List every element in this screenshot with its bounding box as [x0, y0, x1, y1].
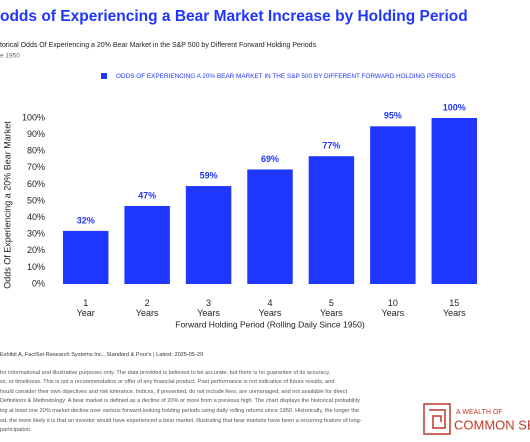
bar [308, 156, 355, 284]
y-tick-label: 10% [27, 262, 45, 272]
subtitle: torical Odds Of Experiencing a 20% Bear … [0, 42, 317, 49]
bar [185, 186, 232, 284]
value-label: 100% [443, 102, 466, 112]
footnote: od, the more likely it is that an invest… [0, 417, 362, 424]
y-tick-label: 40% [27, 212, 45, 222]
bar [62, 230, 109, 284]
footnote: ing at least one 20% market decline over… [0, 408, 360, 414]
x-tick-label: 5 Years [320, 298, 343, 318]
y-tick-label: 80% [27, 146, 45, 156]
bar [370, 126, 416, 284]
x-axis-label: Forward Holding Period (Rolling Daily Si… [175, 319, 365, 329]
y-tick-label: 50% [27, 195, 45, 205]
logo-text: A WEALTH OF [456, 409, 503, 416]
x-tick-label: 1 Year [76, 298, 95, 318]
value-label: 77% [322, 141, 340, 151]
footnote: ss, or timeliness. This is not a recomme… [0, 379, 335, 386]
logo-text: COMMON SEN [454, 417, 530, 432]
legend-label: ODDS OF EXPERIENCING A 20% BEAR MARKET I… [116, 73, 456, 80]
value-label: 32% [77, 215, 95, 225]
x-tick-label: 10 Years [381, 298, 405, 318]
footnote: Exhibit A, FactSet Research Systems Inc.… [0, 352, 204, 358]
value-label: 47% [138, 190, 156, 200]
value-label: 59% [200, 170, 218, 180]
value-label: 69% [261, 154, 279, 164]
y-tick-label: 30% [27, 229, 45, 239]
bar [431, 118, 478, 284]
x-tick-label: 15 Years [442, 298, 466, 318]
x-tick-label: 3 Years [197, 298, 220, 318]
y-axis-label: Odds Of Experiencing a 20% Bear Market [2, 121, 12, 289]
y-tick-label: 60% [27, 179, 45, 189]
x-tick-label: 2 Years [135, 298, 159, 318]
y-tick-label: 0% [32, 278, 45, 288]
legend-swatch [101, 73, 107, 79]
subtitle: e 1950 [0, 53, 20, 60]
value-label: 95% [384, 111, 402, 121]
y-tick-label: 90% [27, 129, 45, 139]
bar [124, 205, 170, 284]
footnote: participation. [0, 427, 32, 434]
footnote: Definitions & Methodology: A bear market… [0, 398, 360, 405]
footnote: for informational and illustrative purpo… [0, 369, 331, 376]
y-tick-label: 100% [22, 112, 45, 122]
y-tick-label: 20% [27, 245, 45, 255]
chart-title: odds of Experiencing a Bear Market Incre… [0, 8, 468, 25]
bar [247, 169, 293, 284]
y-tick-label: 70% [27, 162, 45, 172]
x-tick-label: 4 Years [258, 298, 282, 318]
logo: A WEALTH OF COMMON SEN [423, 403, 530, 435]
footnote: hould consider their own objectives and … [0, 388, 348, 395]
